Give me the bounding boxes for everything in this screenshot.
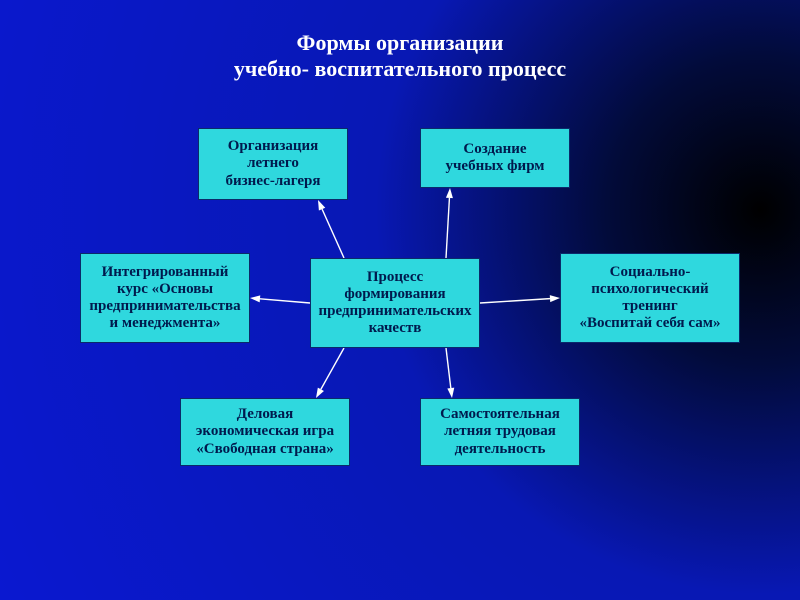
node-top-right: Создание учебных фирм — [420, 128, 570, 188]
diagram-stage: Формы организации учебно- воспитательног… — [0, 0, 800, 600]
node-top-left: Организация летнего бизнес-лагеря — [198, 128, 348, 200]
node-left: Интегрированный курс «Основы предпринима… — [80, 253, 250, 343]
node-bottom-right: Самостоятельная летняя трудовая деятельн… — [420, 398, 580, 466]
node-bottom-left: Деловая экономическая игра «Свободная ст… — [180, 398, 350, 466]
page-title: Формы организации учебно- воспитательног… — [0, 30, 800, 82]
node-center: Процесс формирования предпринимательских… — [310, 258, 480, 348]
node-right: Социально- психологический тренинг «Восп… — [560, 253, 740, 343]
